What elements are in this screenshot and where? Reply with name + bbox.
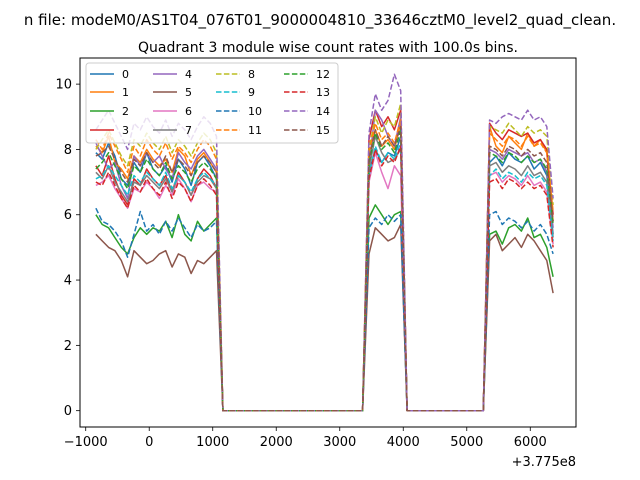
legend-label-15: 15 — [316, 124, 330, 137]
y-tick-label: 0 — [64, 404, 72, 419]
chart-title: Quadrant 3 module wise count rates with … — [138, 40, 518, 56]
x-tick-label: 2000 — [260, 435, 293, 450]
y-tick-label: 10 — [55, 78, 72, 93]
legend-label-9: 9 — [248, 86, 255, 99]
x-tick-label: 3000 — [323, 435, 356, 450]
plot-lines — [95, 73, 554, 412]
legend-label-10: 10 — [248, 105, 262, 118]
x-tick-label: 4000 — [387, 435, 420, 450]
x-offset-label: +3.775e8 — [512, 455, 576, 470]
y-tick-label: 8 — [64, 143, 72, 158]
legend-label-13: 13 — [316, 86, 330, 99]
plot-frame — [79, 57, 577, 428]
legend-label-6: 6 — [185, 105, 192, 118]
legend-frame — [85, 62, 339, 144]
series-line-15 — [95, 125, 554, 412]
legend-label-0: 0 — [122, 68, 129, 81]
legend-label-11: 11 — [248, 124, 262, 137]
legend-label-4: 4 — [185, 68, 192, 81]
legend-label-8: 8 — [248, 68, 255, 81]
legend-label-12: 12 — [316, 68, 330, 81]
x-tick-label: 6000 — [514, 435, 547, 450]
legend-label-2: 2 — [122, 105, 129, 118]
legend-label-3: 3 — [122, 124, 129, 137]
legend-label-5: 5 — [185, 86, 192, 99]
legend-label-7: 7 — [185, 124, 192, 137]
series-line-10 — [95, 207, 554, 412]
chart-suptitle: n file: modeM0/AS1T04_076T01_9000004810_… — [24, 11, 616, 30]
y-axis: 0 2 4 6 8 10 — [55, 78, 80, 419]
x-tick-label: −1000 — [64, 435, 108, 450]
x-tick-label: 1000 — [196, 435, 229, 450]
y-tick-label: 6 — [64, 208, 72, 223]
y-tick-label: 4 — [64, 274, 72, 289]
x-tick-label: 5000 — [450, 435, 483, 450]
x-axis: −1000 0 1000 2000 3000 4000 5000 6000 — [64, 427, 547, 450]
legend-label-14: 14 — [316, 105, 330, 118]
legend-label-1: 1 — [122, 86, 129, 99]
x-tick-label: 0 — [145, 435, 153, 450]
y-tick-label: 2 — [64, 339, 72, 354]
